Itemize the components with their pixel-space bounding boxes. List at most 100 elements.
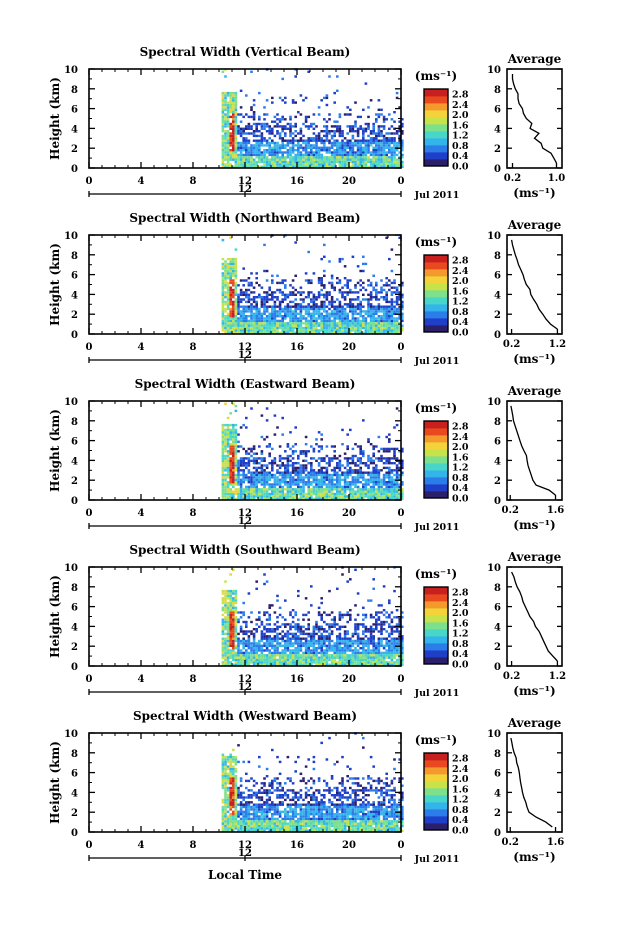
heatmap-cell	[221, 281, 225, 285]
heatmap-cell	[226, 324, 230, 327]
heatmap-cell	[242, 305, 245, 308]
heatmap-cell	[286, 329, 290, 332]
heatmap-cell	[250, 329, 253, 332]
heatmap-cell	[349, 492, 352, 496]
heatmap-cell	[375, 317, 378, 320]
heatmap-cell	[255, 277, 258, 280]
heatmap-cell	[325, 125, 329, 128]
heatmap-cell	[297, 469, 300, 472]
heatmap-cell	[351, 312, 355, 315]
heatmap-cell	[265, 445, 269, 448]
heatmap-cell	[289, 149, 292, 152]
heatmap-cell	[237, 153, 240, 157]
heatmap-cell	[232, 654, 235, 657]
heatmap-cell	[242, 644, 245, 647]
heatmap-cell	[307, 483, 310, 486]
heatmap-cell	[354, 492, 357, 496]
heatmap-cell	[234, 122, 238, 126]
heatmap-cell	[356, 651, 360, 655]
heatmap-cell	[330, 654, 334, 657]
heatmap-cell	[362, 319, 365, 323]
heatmap-cell	[390, 139, 394, 142]
heatmap-cell	[268, 130, 271, 133]
heatmap-cell	[242, 319, 245, 323]
heatmap-cell	[268, 288, 271, 292]
heatmap-cell	[291, 156, 295, 159]
heatmap-cell	[317, 317, 321, 320]
heatmap-cell	[226, 452, 230, 455]
heatmap-cell	[250, 476, 253, 479]
heatmap-cell	[346, 642, 349, 645]
heatmap-cell	[286, 656, 290, 659]
heatmap-cell	[258, 118, 261, 121]
heatmap-cell	[325, 146, 329, 149]
heatmap-cell	[268, 637, 271, 640]
heatmap-cell	[268, 127, 271, 130]
heatmap-cell	[325, 137, 329, 140]
heatmap-cell	[260, 654, 264, 657]
heatmap-cell	[317, 296, 321, 299]
heatmap-cell	[372, 310, 375, 313]
heatmap-cell	[252, 647, 256, 650]
heatmap-cell	[255, 481, 258, 484]
heatmap-cell	[242, 473, 245, 477]
heatmap-cell	[393, 286, 396, 289]
heatmap-cell	[224, 661, 227, 664]
heatmap-cell	[328, 319, 331, 323]
heatmap-cell	[380, 286, 383, 289]
heatmap-cell	[395, 483, 399, 486]
heatmap-cell	[284, 315, 287, 318]
heatmap-cell	[323, 149, 326, 152]
heatmap-cell	[224, 495, 227, 498]
heatmap-cell	[242, 495, 245, 498]
heatmap-cell	[390, 661, 394, 664]
heatmap-cell	[247, 647, 251, 650]
heatmap-cell	[356, 457, 360, 460]
heatmap-cell	[385, 163, 388, 166]
heatmap-cell	[237, 165, 240, 168]
heatmap-cell	[239, 322, 243, 325]
heatmap-cell	[260, 473, 264, 477]
heatmap-cell	[317, 457, 321, 460]
heatmap-cell	[320, 307, 323, 311]
heatmap-cell	[369, 459, 373, 462]
heatmap-cell	[346, 433, 349, 436]
heatmap-cell	[343, 303, 347, 306]
heatmap-cell	[315, 160, 318, 164]
heatmap-cell	[242, 462, 245, 465]
heatmap-cell	[304, 459, 308, 462]
heatmap-cell	[359, 459, 362, 462]
heatmap-cell	[349, 462, 352, 465]
heatmap-cell	[330, 445, 334, 448]
heatmap-cell	[221, 298, 225, 301]
heatmap-cell	[294, 481, 297, 484]
heatmap-cell	[330, 632, 334, 636]
heatmap-cell	[349, 279, 352, 282]
heatmap-cell	[242, 492, 245, 496]
heatmap-cell	[382, 326, 386, 330]
heatmap-cell	[341, 257, 344, 261]
heatmap-cell	[221, 120, 225, 123]
heatmap-cell	[271, 165, 274, 168]
heatmap-cell	[302, 644, 305, 647]
heatmap-cell	[390, 151, 394, 154]
heatmap-cell	[226, 630, 230, 633]
heatmap-cell	[372, 326, 375, 330]
heatmap-cell	[328, 113, 331, 116]
heatmap-cell	[364, 156, 368, 159]
heatmap-cell	[242, 127, 245, 130]
heatmap-cell	[232, 267, 235, 270]
heatmap-cell	[281, 115, 284, 119]
heatmap-cell	[273, 495, 277, 498]
heatmap-cell	[232, 324, 235, 327]
heatmap-cell	[271, 637, 274, 640]
heatmap-cell	[328, 329, 331, 332]
heatmap-cell	[239, 315, 243, 318]
heatmap-cell	[330, 331, 334, 334]
heatmap-cell	[312, 473, 316, 477]
heatmap-cell	[229, 445, 232, 448]
heatmap-cell	[325, 310, 329, 313]
heatmap-cell	[320, 137, 323, 140]
heatmap-cell	[304, 632, 308, 636]
heatmap-cell	[367, 492, 370, 496]
